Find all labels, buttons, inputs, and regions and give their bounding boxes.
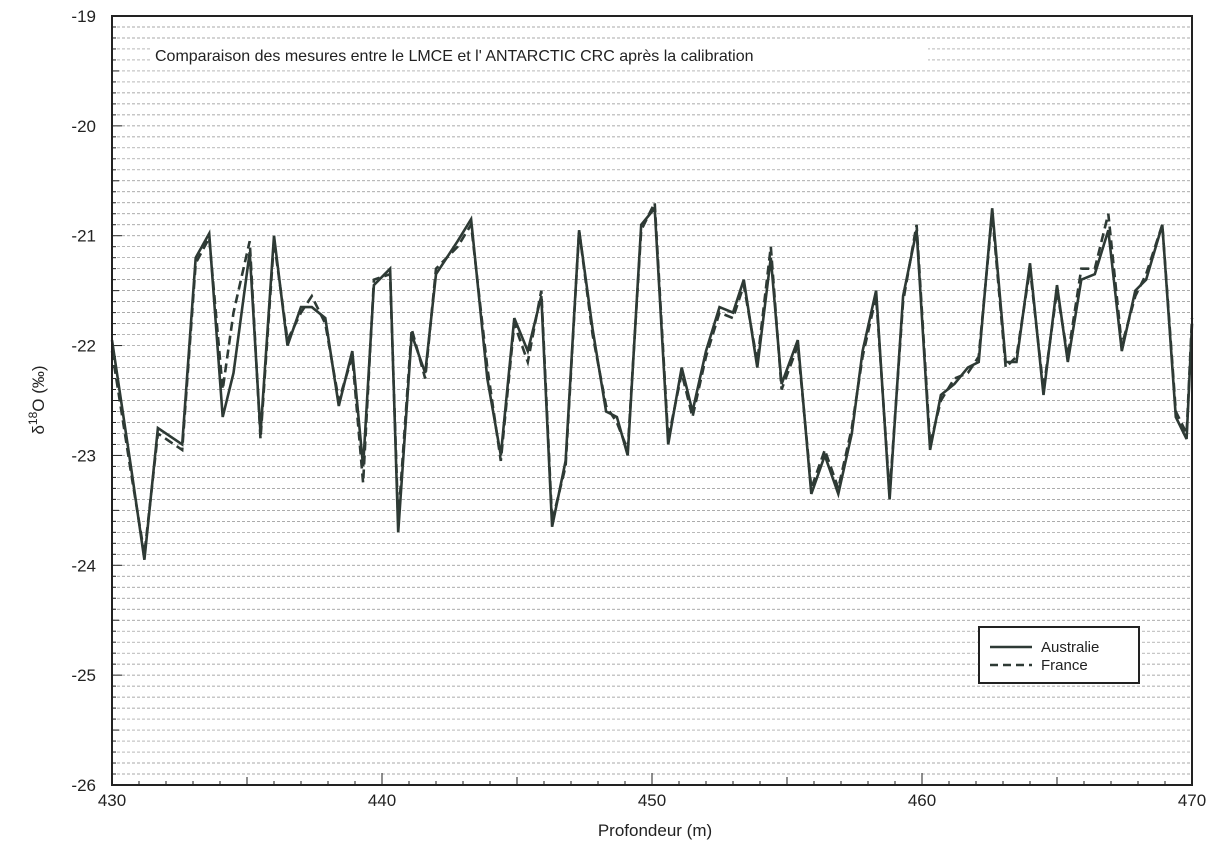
x-tick-label: 460 (908, 791, 936, 810)
y-tick-label: -19 (71, 7, 96, 26)
y-axis-title-rest: O (‰) (29, 365, 48, 411)
legend-box (978, 626, 1140, 684)
y-tick-label: -26 (71, 776, 96, 795)
x-tick-label: 450 (638, 791, 666, 810)
x-tick-label: 430 (98, 791, 126, 810)
series-line-france (110, 197, 1194, 555)
y-axis-title: δ18O (‰) (26, 365, 48, 434)
legend: Australie France (978, 626, 1140, 684)
series-layer (110, 197, 1194, 560)
x-axis-title: Profondeur (m) (598, 821, 712, 840)
plot-frame (111, 15, 1193, 786)
y-tick-label: -22 (71, 337, 96, 356)
y-tick-label: -23 (71, 446, 96, 465)
y-tick-label: -21 (71, 227, 96, 246)
series-line-australie (110, 204, 1194, 560)
x-tick-label: 470 (1178, 791, 1206, 810)
y-tick-label: -24 (71, 556, 96, 575)
y-tick-label: -20 (71, 117, 96, 136)
legend-label-australie: Australie (1041, 639, 1099, 656)
x-tick-label: 440 (368, 791, 396, 810)
y-axis-title-main: δ (29, 425, 48, 434)
chart-title: Comparaison des mesures entre le LMCE et… (155, 48, 754, 65)
y-axis-title-sup: 18 (26, 411, 40, 425)
title-background (150, 42, 928, 68)
y-tick-label: -25 (71, 666, 96, 685)
legend-label-france: France (1041, 657, 1088, 674)
